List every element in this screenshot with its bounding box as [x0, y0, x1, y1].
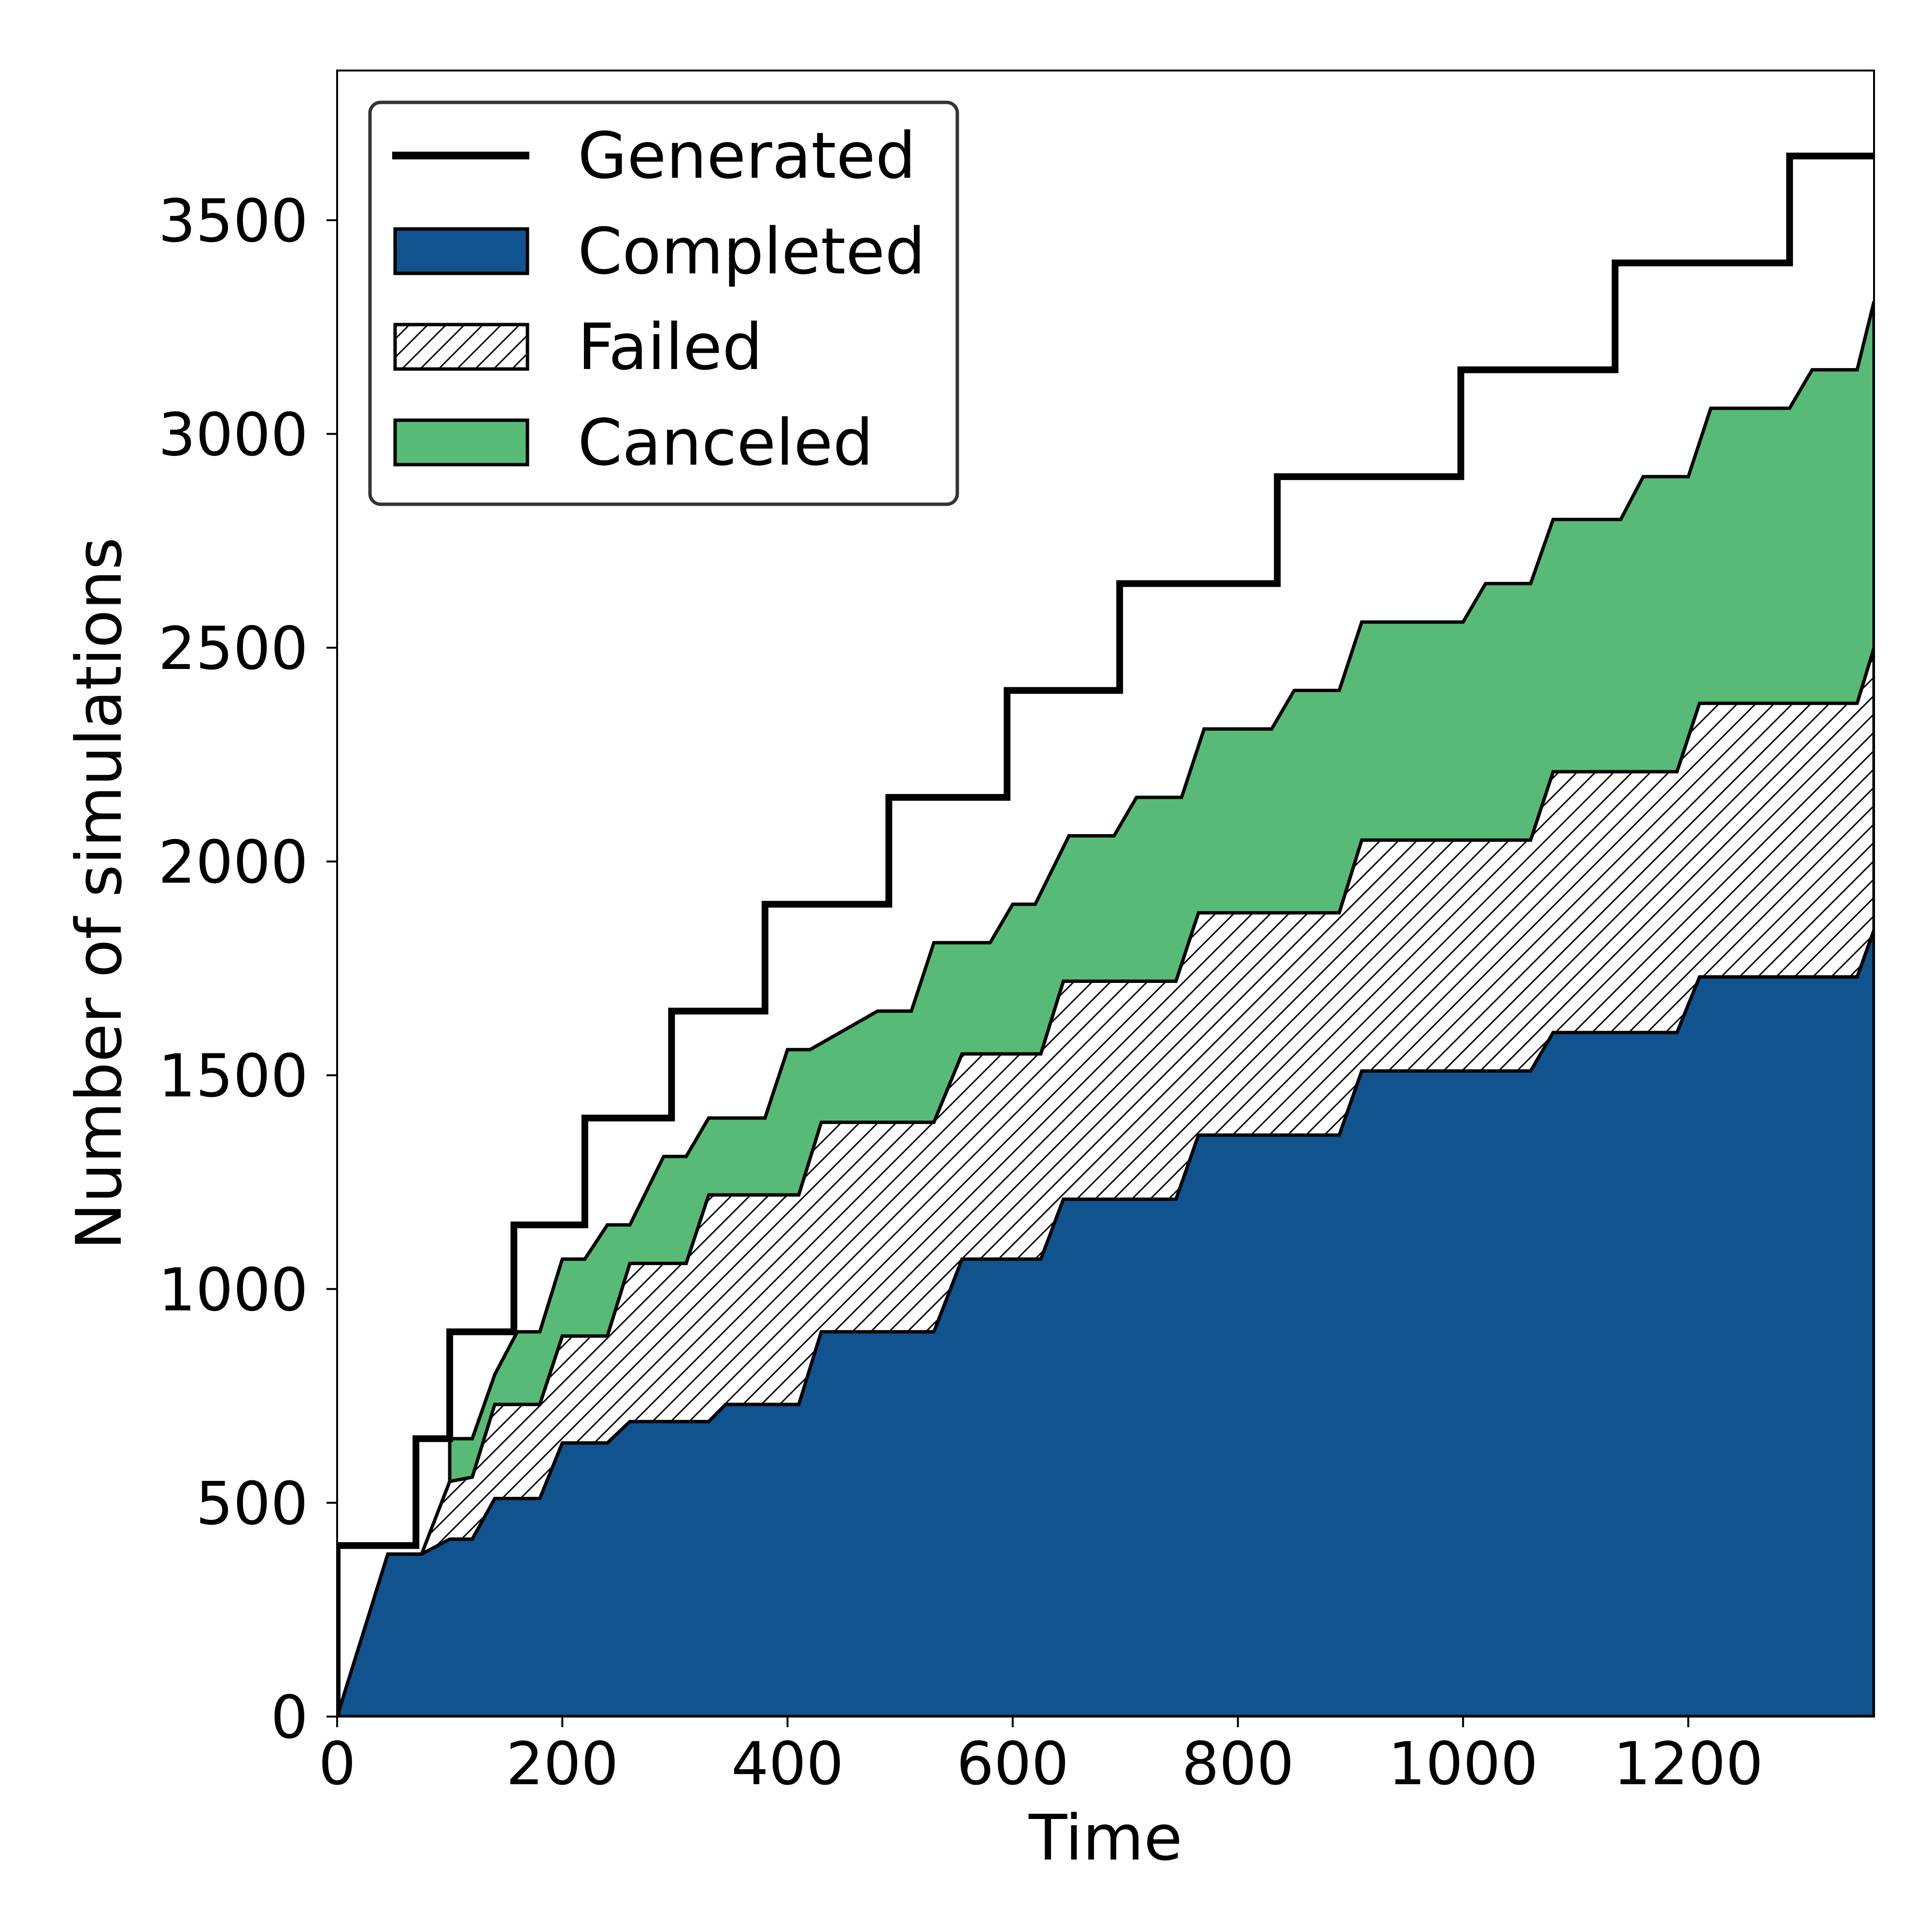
legend-swatch-canceled — [393, 418, 529, 467]
plot-frame — [336, 70, 1875, 1718]
completed-area — [337, 929, 1874, 1717]
x-tick-label: 800 — [1181, 1730, 1294, 1798]
x-tick-label: 200 — [506, 1730, 619, 1798]
x-tick-label: 0 — [318, 1730, 356, 1798]
y-tick-label: 2000 — [158, 828, 308, 897]
legend-swatch-failed — [393, 323, 529, 371]
x-tick-label: 1000 — [1388, 1730, 1538, 1798]
x-axis-ticks: 0 200 400 600 800 1000 1200 — [318, 1717, 1763, 1798]
y-tick-label: 1000 — [158, 1256, 308, 1324]
y-axis-ticks: 0 500 1000 1500 2000 2500 3000 3500 — [158, 187, 337, 1752]
generated-line — [337, 153, 1874, 1717]
y-tick-label: 1500 — [158, 1042, 308, 1110]
legend-label-generated: Generated — [578, 119, 916, 193]
y-tick-label: 2500 — [158, 614, 308, 683]
y-tick-label: 3500 — [158, 187, 308, 256]
y-tick-label: 500 — [196, 1469, 308, 1538]
legend-swatch-completed — [393, 227, 529, 275]
x-tick-label: 1200 — [1613, 1730, 1763, 1798]
legend: Generated Completed Failed Canceled — [368, 100, 959, 506]
x-tick-label: 600 — [956, 1730, 1069, 1798]
legend-label-canceled: Canceled — [578, 406, 873, 480]
y-axis-label: Number of simulations — [62, 537, 136, 1250]
x-tick-label: 400 — [731, 1730, 844, 1798]
y-tick-label: 0 — [270, 1683, 308, 1752]
legend-box — [368, 100, 959, 506]
x-axis-label: Time — [1028, 1801, 1182, 1875]
legend-label-completed: Completed — [578, 214, 925, 289]
plot-area — [337, 153, 1874, 1717]
legend-label-failed: Failed — [578, 310, 763, 384]
y-tick-label: 3000 — [158, 400, 308, 469]
